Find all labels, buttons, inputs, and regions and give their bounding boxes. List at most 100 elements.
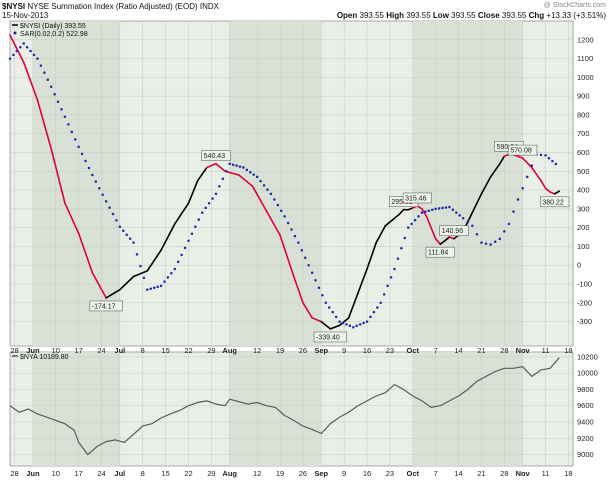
sar-point bbox=[94, 180, 98, 183]
x-tick-label: 16 bbox=[363, 469, 371, 478]
x-tick-label: 21 bbox=[477, 346, 485, 355]
x-tick-label: Jul bbox=[114, 346, 125, 355]
y-tick-label: 400 bbox=[577, 186, 590, 195]
sar-point bbox=[242, 166, 245, 169]
x-tick-label: Jul bbox=[114, 469, 125, 478]
sar-point bbox=[303, 256, 307, 259]
sar-point bbox=[39, 64, 43, 67]
y-tick-label: 9400 bbox=[577, 418, 594, 427]
sar-point bbox=[324, 301, 328, 305]
y-tick-label: 1100 bbox=[577, 54, 593, 63]
sar-point bbox=[87, 166, 91, 170]
sar-point bbox=[489, 243, 492, 246]
sar-point bbox=[180, 253, 183, 257]
nysi-line-segment bbox=[251, 185, 268, 212]
x-tick-label: 17 bbox=[74, 346, 82, 355]
y-tick-label: 9800 bbox=[577, 385, 594, 394]
sar-point bbox=[551, 159, 554, 163]
nysi-line-segment bbox=[91, 271, 107, 299]
sar-point bbox=[77, 145, 80, 149]
close-label: Close bbox=[477, 11, 500, 20]
x-tick-label: 7 bbox=[434, 346, 438, 355]
nysi-line-segment bbox=[36, 99, 52, 150]
x-tick-label: 14 bbox=[454, 469, 462, 478]
nysi-line-segment bbox=[215, 162, 226, 173]
y-tick-label: 9200 bbox=[577, 434, 594, 443]
low-label: Low bbox=[432, 11, 449, 20]
x-tick-label: 14 bbox=[454, 346, 462, 355]
sar-point bbox=[67, 123, 70, 126]
nya-panel: 9000 9200 9400 9600 9800 10000 10200 $NYA 10189… bbox=[9, 351, 598, 467]
sar-point bbox=[173, 267, 177, 271]
sar-point bbox=[480, 241, 483, 244]
nysi-line-segment bbox=[521, 157, 533, 169]
sar-point bbox=[36, 57, 39, 60]
nysi-line-segment bbox=[132, 270, 149, 278]
month-shade bbox=[229, 21, 322, 346]
sar-point bbox=[372, 310, 376, 314]
nysi-line-segment bbox=[292, 275, 304, 304]
legend-entry: $NYA 10189.80 bbox=[20, 354, 69, 361]
chart-date: 15-Nov-2013 bbox=[2, 11, 49, 20]
sar-point bbox=[544, 154, 547, 157]
x-tick-label: Jun bbox=[26, 346, 40, 355]
sar-point bbox=[455, 211, 458, 214]
y-tick-label: 700 bbox=[577, 129, 590, 138]
annotation-label: -339.40 bbox=[316, 334, 340, 341]
annotation-label: 111.84 bbox=[428, 250, 448, 257]
nysi-line-segment bbox=[553, 190, 561, 195]
sar-point bbox=[73, 138, 77, 141]
sar-point bbox=[300, 248, 304, 252]
sar-point bbox=[279, 209, 283, 212]
sar-point bbox=[128, 237, 132, 240]
sar-point bbox=[530, 164, 534, 167]
annotation-box bbox=[201, 150, 231, 161]
nysi-line-segment bbox=[105, 288, 121, 299]
y-tick-label: 9600 bbox=[577, 401, 594, 410]
symbol: $NYSI bbox=[2, 2, 26, 11]
y-tick-label: 1200 bbox=[577, 35, 594, 44]
sar-point bbox=[475, 232, 479, 236]
legend-swatch bbox=[13, 31, 17, 35]
high-label: High bbox=[386, 11, 404, 20]
nysi-line-segment bbox=[544, 187, 551, 193]
sar-point bbox=[396, 257, 400, 260]
sar-point bbox=[507, 222, 511, 226]
nysi-line-segment bbox=[425, 215, 432, 229]
sar-point bbox=[135, 253, 139, 256]
x-tick-label: 29 bbox=[207, 346, 215, 355]
x-tick-label: 23 bbox=[386, 469, 394, 478]
sar-point bbox=[197, 218, 201, 221]
annotation-box bbox=[313, 331, 348, 343]
nysi-line-segment bbox=[347, 292, 359, 319]
nysi-line-segment bbox=[329, 324, 341, 330]
sar-point bbox=[211, 197, 214, 200]
sar-point bbox=[111, 212, 115, 216]
x-tick-label: 9 bbox=[342, 346, 346, 355]
sar-point bbox=[118, 225, 122, 228]
x-tick-label: Nov bbox=[516, 469, 531, 478]
sar-point bbox=[554, 162, 558, 166]
nysi-line-segment bbox=[50, 147, 66, 205]
y-tick-label: 10000 bbox=[577, 369, 598, 378]
sar-point bbox=[283, 215, 286, 218]
sar-point bbox=[317, 286, 321, 290]
sar-point bbox=[249, 170, 252, 174]
x-tick-label: Nov bbox=[516, 346, 531, 355]
sar-point bbox=[382, 293, 386, 296]
y-tick-label: 100 bbox=[577, 242, 590, 251]
sar-point bbox=[393, 267, 396, 271]
value-annotation: 315.46 bbox=[402, 192, 432, 204]
x-tick-label: 28 bbox=[500, 469, 508, 478]
low-value: 393.55 bbox=[451, 11, 476, 20]
nysi-panel: -300 -200 -100 0 100 200 300 400 500 600 700 800 900… bbox=[8, 20, 594, 347]
x-tick-label: 12 bbox=[253, 469, 261, 478]
x-tick-label: 22 bbox=[184, 469, 192, 478]
sar-point bbox=[166, 276, 170, 279]
x-tick-label: 18 bbox=[564, 346, 572, 355]
value-annotation: -339.40 bbox=[313, 331, 348, 343]
sar-point bbox=[122, 229, 125, 232]
sar-point bbox=[262, 184, 266, 187]
sar-point bbox=[176, 260, 180, 264]
